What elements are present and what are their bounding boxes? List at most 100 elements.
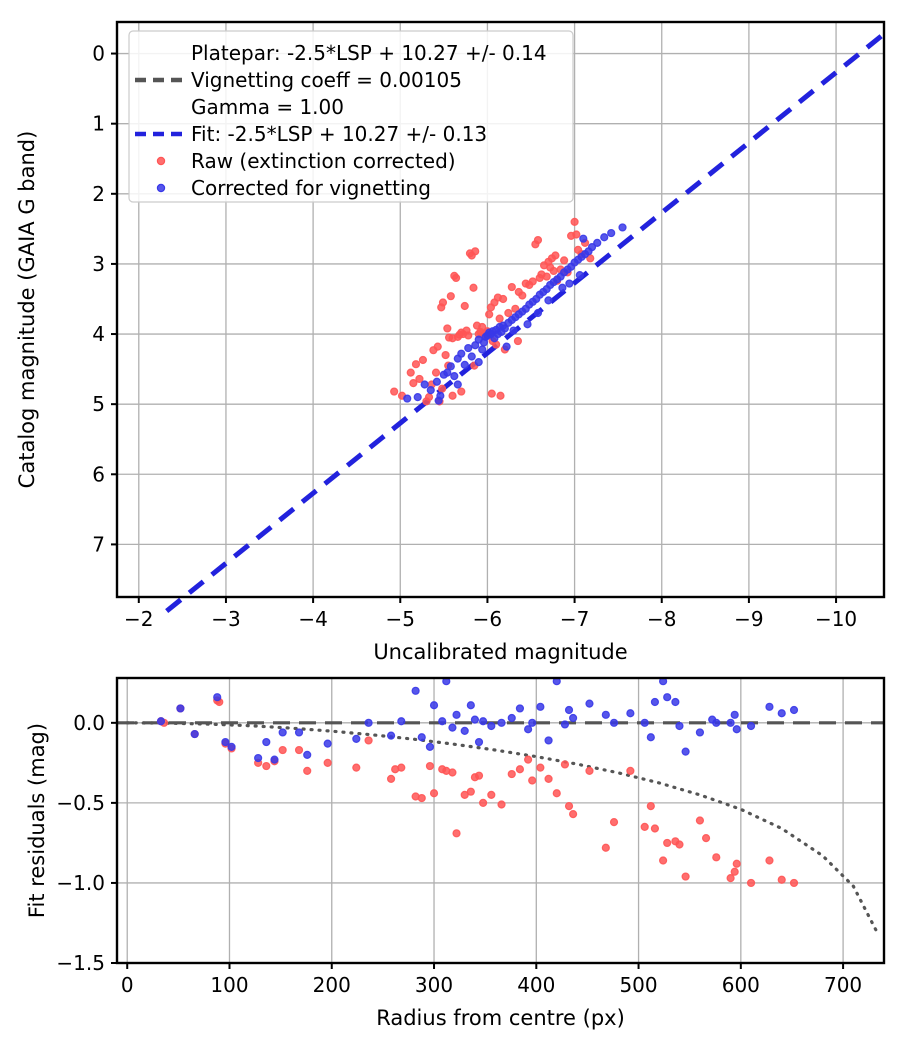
- data-point: [701, 834, 711, 843]
- data-point: [471, 247, 480, 256]
- x-tick-label: −9: [734, 607, 763, 631]
- data-point: [451, 273, 461, 283]
- data-point: [460, 726, 469, 735]
- data-point: [560, 720, 570, 729]
- legend-point-marker: [156, 183, 166, 193]
- series-corrected-for-vignetting: [156, 677, 799, 764]
- data-point: [452, 710, 461, 719]
- data-point: [536, 763, 545, 772]
- axes-frame: [115, 676, 886, 965]
- data-point: [528, 718, 537, 727]
- data-point: [569, 713, 578, 723]
- data-point: [497, 800, 506, 809]
- data-point: [544, 774, 553, 783]
- data-point: [746, 721, 756, 731]
- data-point: [663, 693, 672, 702]
- legend-entry-label: Platepar: -2.5*LSP + 10.27 +/- 0.14: [191, 41, 547, 65]
- data-point: [560, 256, 569, 265]
- data-point: [518, 291, 527, 300]
- data-point: [386, 774, 396, 783]
- data-point: [452, 829, 461, 838]
- data-point: [303, 766, 312, 775]
- data-point: [386, 731, 396, 740]
- data-point: [364, 718, 373, 727]
- legend-entry-label: Gamma = 1.00: [191, 95, 344, 119]
- data-point: [765, 856, 774, 865]
- y-tick-label: 5: [92, 392, 105, 416]
- data-point: [564, 801, 574, 811]
- y-tick-label: 4: [92, 322, 105, 346]
- data-point: [675, 840, 684, 849]
- data-point: [626, 709, 635, 718]
- data-point: [474, 357, 483, 367]
- data-point: [708, 715, 717, 724]
- data-point: [558, 283, 567, 292]
- data-point: [726, 874, 735, 883]
- data-point: [418, 355, 428, 365]
- residuals-panel: 0 100 200 300 400 500 600 700 −1.5 −1.0 −0.5 0.0 Rad…: [25, 676, 886, 1030]
- data-point: [777, 709, 786, 718]
- data-point: [523, 320, 532, 329]
- legend-background: [128, 30, 574, 203]
- data-point: [681, 872, 690, 881]
- data-point: [474, 771, 484, 780]
- data-point: [227, 742, 236, 751]
- y-axis-label: Fit residuals (mag): [25, 723, 49, 918]
- data-point: [575, 271, 584, 280]
- data-point: [469, 283, 478, 292]
- data-point: [551, 251, 560, 260]
- data-point: [429, 789, 439, 798]
- data-point: [487, 721, 496, 731]
- data-point: [466, 701, 475, 710]
- data-point: [397, 717, 406, 726]
- data-point: [587, 242, 597, 252]
- data-point: [524, 755, 533, 764]
- data-point: [646, 801, 655, 811]
- data-point: [420, 380, 429, 389]
- data-point: [600, 233, 609, 242]
- data-point: [528, 277, 537, 286]
- series-raw-extinction-corrected: [156, 696, 799, 888]
- data-point: [431, 368, 441, 377]
- data-point: [495, 314, 504, 323]
- data-point: [497, 718, 506, 727]
- data-point: [479, 717, 488, 726]
- data-point: [438, 717, 447, 726]
- y-tick-label: −1.0: [56, 871, 105, 895]
- data-point: [213, 693, 222, 702]
- data-point: [726, 718, 735, 727]
- data-point: [415, 374, 424, 384]
- legend-entry-label: Raw (extinction corrected): [191, 149, 456, 173]
- data-point: [413, 393, 422, 402]
- data-point: [593, 238, 602, 247]
- data-point: [464, 331, 473, 340]
- data-point: [303, 750, 312, 759]
- data-point: [467, 352, 476, 361]
- data-point: [502, 342, 511, 351]
- data-point: [732, 859, 741, 868]
- data-point: [323, 739, 332, 748]
- data-point: [438, 298, 448, 307]
- data-point: [450, 372, 459, 381]
- data-point: [533, 308, 543, 318]
- data-point: [507, 769, 516, 779]
- x-tick-label: 500: [619, 973, 657, 997]
- data-point: [765, 702, 774, 711]
- data-point: [712, 853, 721, 862]
- data-point: [443, 324, 452, 333]
- data-point: [294, 728, 304, 737]
- data-point: [254, 753, 263, 763]
- data-point: [438, 384, 447, 393]
- data-point: [570, 217, 579, 226]
- data-point: [464, 343, 473, 353]
- data-point: [732, 725, 741, 734]
- data-point: [417, 793, 426, 803]
- data-point: [176, 704, 185, 713]
- x-tick-label: −5: [386, 607, 415, 631]
- data-point: [262, 761, 271, 771]
- data-point: [470, 715, 480, 724]
- data-point: [496, 391, 505, 400]
- data-point: [448, 768, 457, 777]
- data-point: [585, 766, 594, 775]
